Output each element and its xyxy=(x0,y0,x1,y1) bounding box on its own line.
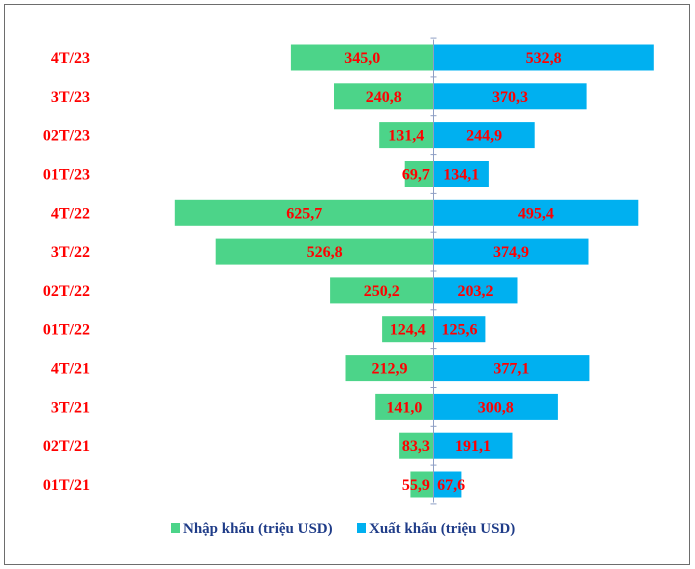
import-bar-3t-22 xyxy=(215,238,434,265)
export-bar-01t-22 xyxy=(433,316,486,343)
export-value-label-01t-22: 125,6 xyxy=(442,322,478,339)
export-bar-02t-23 xyxy=(433,122,535,149)
export-value-label-4t-23: 532,8 xyxy=(526,50,562,67)
export-bar-4t-21 xyxy=(433,355,590,382)
import-bar-02t-23 xyxy=(379,122,434,149)
export-bar-01t-21 xyxy=(433,471,462,498)
export-bar-02t-21 xyxy=(433,432,513,459)
category-label-01t-23: 01T/23 xyxy=(43,167,90,184)
import-bar-3t-23 xyxy=(334,83,434,110)
legend-label-export: Xuất khẩu (triệu USD) xyxy=(369,521,515,537)
export-value-label-02t-23: 244,9 xyxy=(466,128,502,145)
legend-label-import: Nhập khẩu (triệu USD) xyxy=(183,521,333,537)
import-value-label-4t-21: 212,9 xyxy=(372,361,408,378)
export-bar-3t-21 xyxy=(433,393,558,420)
category-label-02t-23: 02T/23 xyxy=(43,128,90,145)
import-bar-02t-21 xyxy=(399,432,434,459)
category-label-4t-21: 4T/21 xyxy=(51,361,90,378)
export-bar-01t-23 xyxy=(433,161,489,187)
category-label-4t-23: 4T/23 xyxy=(51,50,90,67)
import-value-label-01t-23: 69,7 xyxy=(402,167,430,184)
export-value-label-01t-21: 67,6 xyxy=(437,477,465,494)
import-value-label-01t-21: 55,9 xyxy=(402,477,430,494)
export-value-label-3t-23: 370,3 xyxy=(492,89,528,106)
import-value-label-4t-22: 625,7 xyxy=(286,205,322,222)
import-bar-01t-21 xyxy=(410,471,434,498)
export-bar-3t-23 xyxy=(433,83,587,110)
category-label-3t-21: 3T/21 xyxy=(51,399,90,416)
export-value-label-4t-21: 377,1 xyxy=(493,361,529,378)
import-value-label-4t-23: 345,0 xyxy=(344,50,380,67)
category-label-02t-22: 02T/22 xyxy=(43,283,90,300)
export-value-label-02t-21: 191,1 xyxy=(455,438,491,455)
import-value-label-3t-23: 240,8 xyxy=(366,89,402,106)
import-value-label-01t-22: 124,4 xyxy=(390,322,426,339)
legend-swatch-export xyxy=(357,523,366,533)
export-bar-3t-22 xyxy=(433,238,589,265)
export-bar-4t-23 xyxy=(433,44,654,71)
import-value-label-02t-22: 250,2 xyxy=(364,283,400,300)
export-value-label-3t-21: 300,8 xyxy=(478,399,514,416)
import-bar-4t-21 xyxy=(345,355,434,382)
category-label-02t-21: 02T/21 xyxy=(43,438,90,455)
export-value-label-3t-22: 374,9 xyxy=(493,244,529,261)
export-value-label-02t-22: 203,2 xyxy=(458,283,494,300)
category-label-3t-22: 3T/22 xyxy=(51,244,90,261)
category-label-01t-21: 01T/21 xyxy=(43,477,90,494)
import-value-label-3t-22: 526,8 xyxy=(307,244,343,261)
import-bar-4t-23 xyxy=(290,44,434,71)
export-bar-4t-22 xyxy=(433,199,639,226)
import-bar-02t-22 xyxy=(330,277,434,304)
import-value-label-02t-23: 131,4 xyxy=(388,128,424,145)
category-label-3t-23: 3T/23 xyxy=(51,89,90,106)
import-bar-3t-21 xyxy=(375,393,434,420)
legend-swatch-import xyxy=(171,523,180,533)
import-value-label-02t-21: 83,3 xyxy=(402,438,430,455)
export-value-label-01t-23: 134,1 xyxy=(443,167,479,184)
import-value-label-3t-21: 141,0 xyxy=(386,399,422,416)
import-bar-4t-22 xyxy=(174,199,434,226)
category-label-01t-22: 01T/22 xyxy=(43,322,90,339)
export-value-label-4t-22: 495,4 xyxy=(518,205,554,222)
import-bar-01t-23 xyxy=(404,161,434,187)
import-bar-01t-22 xyxy=(382,316,434,343)
export-bar-02t-22 xyxy=(433,277,518,304)
category-label-4t-22: 4T/22 xyxy=(51,205,90,222)
